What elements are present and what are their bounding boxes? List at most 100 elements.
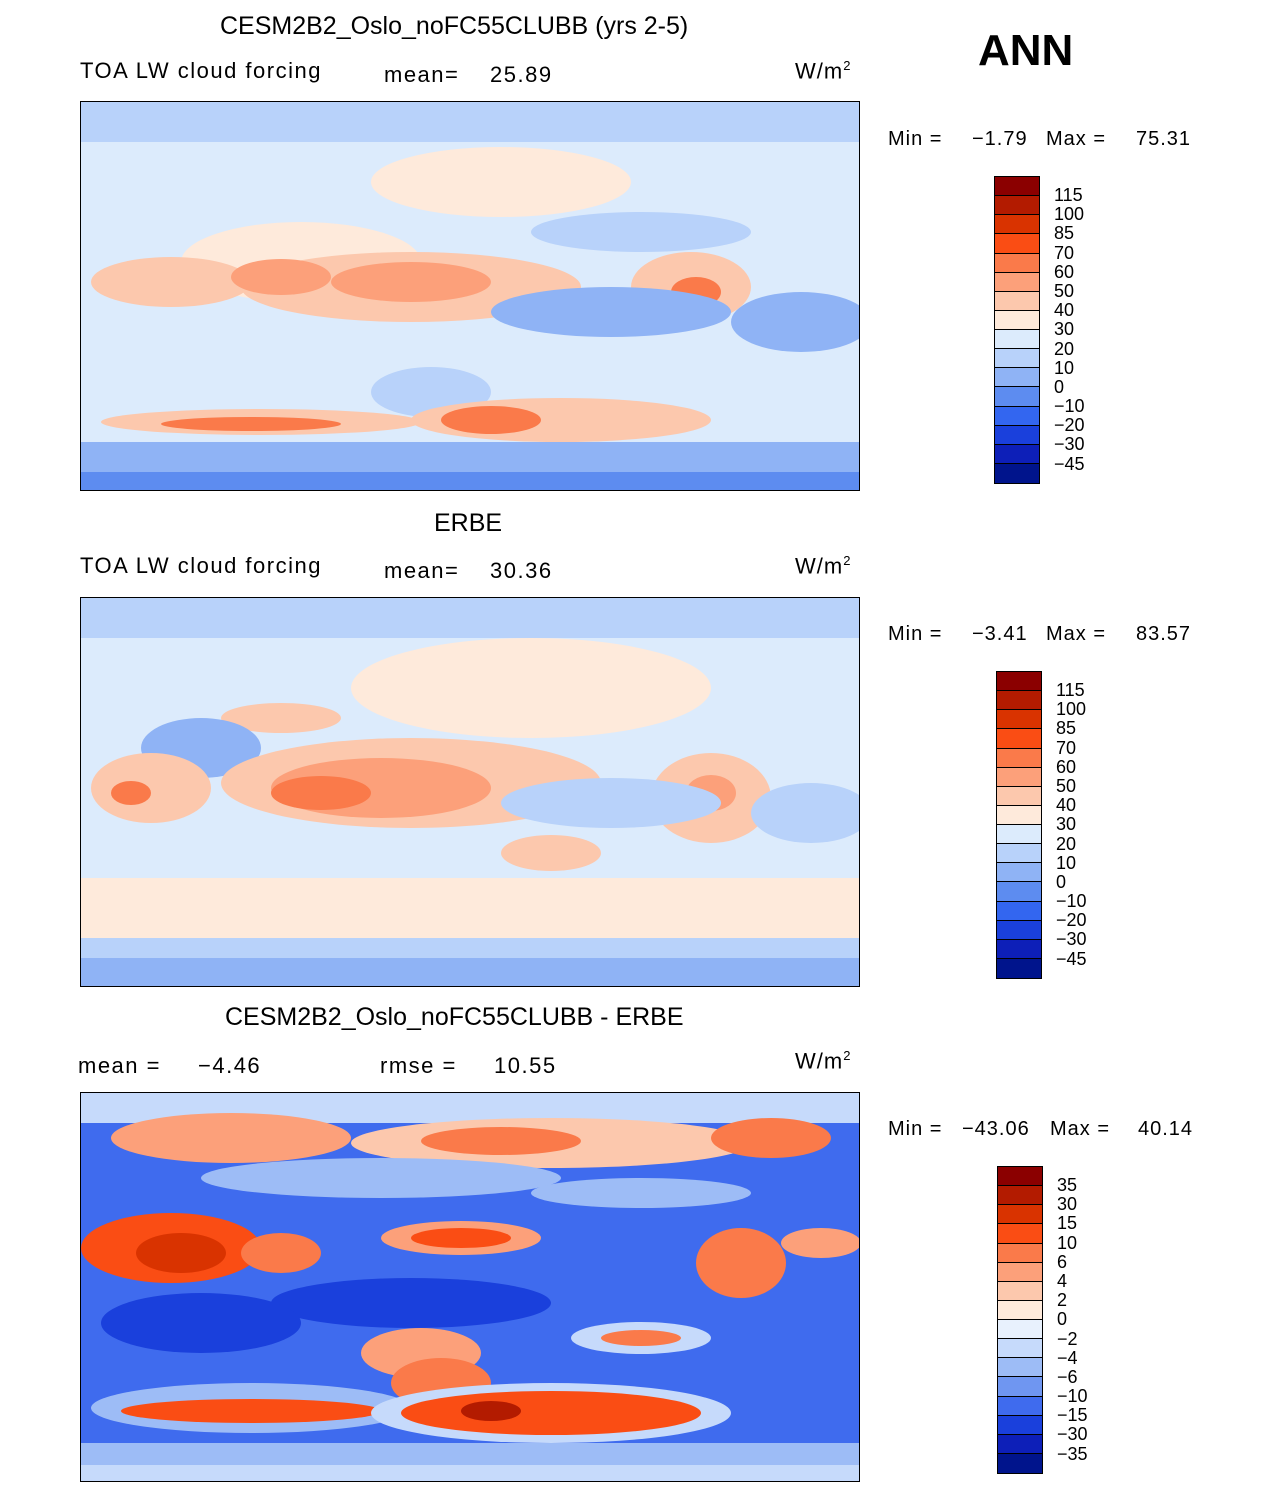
colorbar-swatch — [998, 1243, 1042, 1263]
colorbar-swatch — [997, 767, 1041, 787]
colorbar-swatch — [998, 1224, 1042, 1244]
panel2-map-field — [81, 598, 859, 986]
colorbar-swatch — [997, 672, 1041, 692]
panel1-units: W/m2 — [795, 58, 852, 84]
colorbar-swatch — [995, 291, 1039, 311]
colorbar-swatch — [997, 729, 1041, 749]
colorbar-swatch — [995, 387, 1039, 407]
panel3-rmse-value: 10.55 — [494, 1053, 557, 1078]
colorbar-swatch — [997, 844, 1041, 864]
colorbar-swatch — [997, 920, 1041, 940]
colorbar-swatch — [997, 691, 1041, 711]
colorbar-level-label: 100 — [1054, 204, 1085, 225]
colorbar-level-label: 115 — [1054, 185, 1083, 205]
colorbar-swatch — [995, 444, 1039, 464]
panel2-mean-label: mean= — [384, 558, 460, 583]
colorbar-swatch — [998, 1434, 1042, 1454]
panel3-max-value: 40.14 — [1138, 1118, 1194, 1140]
colorbar-swatch — [995, 330, 1039, 350]
colorbar-level-label: −30 — [1057, 1424, 1088, 1445]
panel3-title: CESM2B2_Oslo_noFC55CLUBB - ERBE — [225, 1003, 684, 1031]
panel1-mean-label: mean= — [384, 62, 460, 87]
colorbar-level-label: 10 — [1056, 852, 1077, 873]
panel1-min-value: −1.79 — [972, 128, 1028, 150]
panel1-max-label: Max = — [1046, 128, 1107, 150]
colorbar-level-label: 30 — [1056, 814, 1077, 835]
colorbar-level-label: 2 — [1057, 1290, 1068, 1311]
panel3-map — [80, 1092, 860, 1482]
colorbar-level-label: 30 — [1057, 1194, 1078, 1215]
colorbar-swatch — [998, 1262, 1042, 1282]
colorbar-swatch — [997, 958, 1041, 978]
colorbar-swatch — [995, 215, 1039, 235]
colorbar-level-label: −45 — [1054, 453, 1085, 474]
colorbar-level-label: 100 — [1056, 699, 1087, 720]
colorbar-level-label: −6 — [1057, 1366, 1078, 1387]
panel1-map-field — [81, 102, 859, 490]
panel2-max-label: Max = — [1046, 623, 1107, 645]
colorbar-swatch — [998, 1358, 1042, 1378]
panel1-colorbar — [994, 176, 1040, 484]
panel2-units: W/m2 — [795, 553, 852, 579]
colorbar-swatch — [995, 196, 1039, 216]
panel3-min-label: Min = — [888, 1118, 943, 1140]
panel3-rmse-label: rmse = — [380, 1053, 457, 1078]
colorbar-level-label: 6 — [1057, 1251, 1068, 1272]
colorbar-swatch — [997, 748, 1041, 768]
colorbar-swatch — [995, 272, 1039, 292]
panel1-variable-label: TOA LW cloud forcing — [80, 58, 322, 83]
panel3-map-field — [81, 1093, 859, 1481]
colorbar-swatch — [998, 1377, 1042, 1397]
panel3-min-value: −43.06 — [962, 1118, 1030, 1140]
colorbar-level-label: −30 — [1054, 434, 1085, 455]
colorbar-level-label: 15 — [1057, 1213, 1078, 1234]
colorbar-level-label: 60 — [1054, 261, 1075, 282]
panel1-min-label: Min = — [888, 128, 943, 150]
colorbar-level-label: 85 — [1054, 223, 1075, 244]
colorbar-swatch — [995, 425, 1039, 445]
colorbar-swatch — [997, 939, 1041, 959]
panel3-colorbar-labels: 35 30 15 10 6 4 2 0 −2 −4 −6 −10 −15 −30 −35 — [1057, 1175, 1088, 1464]
panel3-mean-value: −4.46 — [198, 1053, 262, 1078]
panel2-colorbar — [996, 671, 1042, 979]
colorbar-level-label: 35 — [1057, 1175, 1078, 1195]
colorbar-swatch — [998, 1396, 1042, 1416]
colorbar-swatch — [998, 1320, 1042, 1340]
colorbar-level-label: 10 — [1057, 1232, 1078, 1253]
panel2-colorbar-labels: 115 100 85 70 60 50 40 30 20 10 0 −10 −20 −30 −45 — [1056, 680, 1087, 969]
panel2-map — [80, 597, 860, 987]
panel3-colorbar — [997, 1166, 1043, 1474]
colorbar-level-label: 20 — [1054, 338, 1075, 359]
panel2-mean-value: 30.36 — [490, 558, 553, 583]
panel3-max-label: Max = — [1050, 1118, 1111, 1140]
colorbar-swatch — [998, 1186, 1042, 1206]
colorbar-level-label: −35 — [1057, 1443, 1088, 1464]
colorbar-level-label: −15 — [1057, 1405, 1088, 1426]
colorbar-swatch — [995, 463, 1039, 483]
colorbar-level-label: 20 — [1056, 833, 1077, 854]
colorbar-swatch — [998, 1300, 1042, 1320]
colorbar-level-label: 50 — [1056, 775, 1077, 796]
panel1-colorbar-labels: 115 100 85 70 60 50 40 30 20 10 0 −10 −20 −30 −45 — [1054, 185, 1085, 474]
panel3-mean-label: mean = — [78, 1053, 161, 1078]
colorbar-level-label: 0 — [1054, 376, 1065, 397]
colorbar-swatch — [995, 349, 1039, 369]
colorbar-level-label: −20 — [1056, 910, 1087, 931]
colorbar-level-label: 0 — [1056, 871, 1067, 892]
colorbar-level-label: 4 — [1057, 1270, 1068, 1291]
panel2-min-label: Min = — [888, 623, 943, 645]
colorbar-swatch — [997, 710, 1041, 730]
season-label: ANN — [978, 26, 1074, 75]
colorbar-level-label: 0 — [1057, 1309, 1068, 1330]
colorbar-level-label: 10 — [1054, 357, 1075, 378]
colorbar-level-label: 115 — [1056, 680, 1085, 700]
colorbar-level-label: −2 — [1057, 1328, 1078, 1349]
colorbar-level-label: 30 — [1054, 319, 1075, 340]
colorbar-level-label: −10 — [1054, 396, 1085, 417]
colorbar-level-label: 40 — [1054, 300, 1075, 321]
panel2-title: ERBE — [434, 509, 503, 537]
colorbar-level-label: −45 — [1056, 948, 1087, 969]
colorbar-level-label: 40 — [1056, 795, 1077, 816]
colorbar-swatch — [998, 1415, 1042, 1435]
colorbar-level-label: −10 — [1057, 1386, 1088, 1407]
